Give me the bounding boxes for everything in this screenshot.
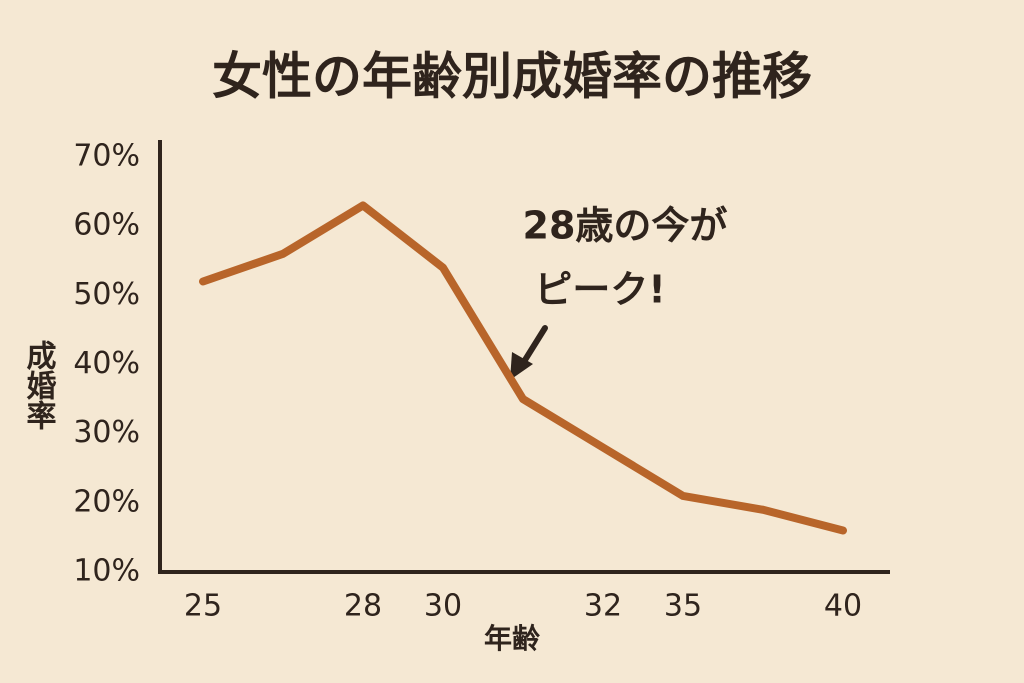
x-tick-label: 28 — [344, 589, 382, 624]
y-tick-label: 30% — [73, 415, 140, 450]
chart-title: 女性の年齢別成婚率の推移 — [212, 48, 812, 106]
data-line — [199, 201, 847, 535]
y-tick-label: 60% — [73, 208, 140, 243]
y-tick-label: 10% — [73, 554, 140, 589]
x-tick-label: 25 — [184, 589, 222, 624]
y-tick-label: 40% — [73, 346, 140, 381]
x-tick-label: 30 — [424, 589, 462, 624]
x-tick-label: 32 — [584, 589, 622, 624]
y-tick-label: 20% — [73, 484, 140, 519]
y-tick-label: 70% — [73, 139, 140, 174]
y-tick-label: 50% — [73, 277, 140, 312]
annotation-arrow — [510, 325, 548, 380]
annotation: ピーク! — [534, 268, 665, 312]
y-axis-label: 成婚率 — [21, 340, 57, 430]
x-axis-label: 年齢 — [484, 622, 540, 655]
x-tick-label: 40 — [824, 589, 862, 624]
x-tick-label: 35 — [664, 589, 702, 624]
annotation: 28歳の今が — [523, 204, 728, 248]
